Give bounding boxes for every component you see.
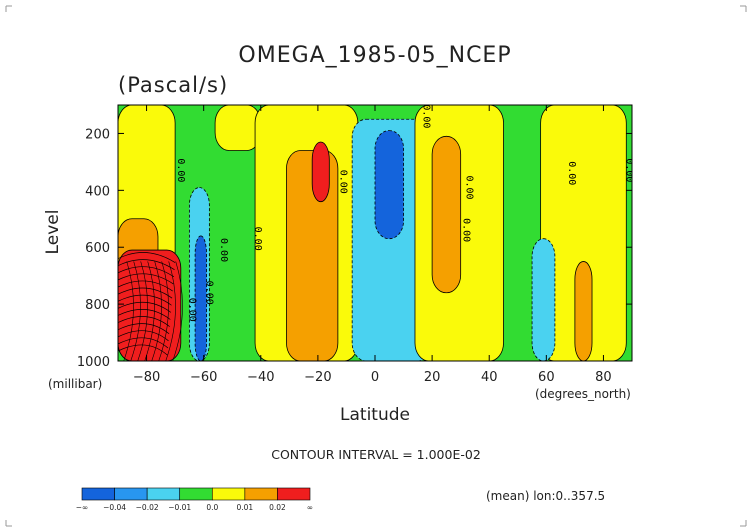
x-tick-label: −20 xyxy=(304,370,331,385)
contour-label: 0.00 xyxy=(175,158,186,182)
colorbar-label: −∞ xyxy=(76,503,89,512)
contour-region-orange xyxy=(574,261,593,361)
contour-line xyxy=(118,252,176,263)
colorbar-swatch xyxy=(81,487,115,501)
y-tick-label: 1000 xyxy=(77,355,110,370)
contour-label: 0.00 xyxy=(252,227,263,251)
contour-line xyxy=(118,266,175,278)
y-tick-label: 200 xyxy=(85,127,110,142)
x-tick-label: −60 xyxy=(190,370,217,385)
contour-line xyxy=(118,273,174,285)
contour-label: 0.00 xyxy=(623,158,634,182)
contour-label: 0.00 xyxy=(461,218,472,242)
chart-units: (Pascal/s) xyxy=(118,73,228,97)
y-axis-units: (millibar) xyxy=(48,377,102,391)
colorbar-swatch xyxy=(114,487,148,501)
contour-region-yellow xyxy=(214,105,262,151)
contour-line xyxy=(123,261,134,361)
colorbar-label: ∞ xyxy=(307,503,313,512)
colorbar-swatch xyxy=(211,487,246,501)
contour-line xyxy=(151,261,162,361)
contour-line xyxy=(130,261,141,361)
contour-region-cyan xyxy=(351,118,433,361)
chart-title: OMEGA_1985-05_NCEP xyxy=(238,43,511,68)
corner-marks xyxy=(5,5,747,527)
contour-region-blue xyxy=(194,235,207,361)
contour-line xyxy=(118,302,172,313)
contour-label: 0.00 xyxy=(338,170,349,194)
contour-label: 0.00 xyxy=(204,281,215,305)
colorbar: −∞ −0.04 −0.02 −0.01 0.0 0.01 0.02 ∞ xyxy=(76,487,313,512)
contour-line xyxy=(137,261,148,361)
x-tick-label: 80 xyxy=(595,370,612,385)
x-tick-label: −40 xyxy=(247,370,274,385)
footnote: (mean) lon:0..357.5 xyxy=(486,489,605,503)
colorbar-label: 0.02 xyxy=(269,503,286,512)
colorbar-swatch xyxy=(277,487,311,501)
y-tick-label: 400 xyxy=(85,184,110,199)
colorbar-swatch xyxy=(179,487,213,501)
contour-label: 0.00 xyxy=(463,175,474,199)
x-tick-label: 40 xyxy=(481,370,498,385)
contour-region-cyan xyxy=(531,238,556,361)
contour-region-orange xyxy=(431,135,462,294)
colorbar-label: 0.0 xyxy=(206,503,218,512)
contour-interval: CONTOUR INTERVAL = 1.000E-02 xyxy=(271,447,481,462)
contour-line xyxy=(118,294,172,306)
contour-line xyxy=(118,287,173,299)
y-tick-label: 800 xyxy=(85,298,110,313)
colorbar-swatch xyxy=(244,487,278,501)
contour-label: 0.00 xyxy=(566,161,577,185)
contour-region-blue xyxy=(374,130,404,240)
axis-ticks: −80 −60 −40 −20 0 20 40 60 80 200 400 600 800 1000 xyxy=(77,105,632,385)
contour-region-red xyxy=(118,249,182,361)
contour-line xyxy=(118,344,168,356)
contour-line xyxy=(118,337,169,349)
contour-label: 0.00 xyxy=(218,238,229,262)
colorbar-swatch xyxy=(146,487,181,501)
contour-fill-area xyxy=(118,105,632,361)
contour-region-orange xyxy=(286,150,339,361)
colorbar-label: −0.04 xyxy=(103,503,126,512)
contour-label: 0.00 xyxy=(421,104,432,128)
colorbar-label: −0.01 xyxy=(168,503,191,512)
contour-line xyxy=(118,316,170,327)
contour-line xyxy=(165,261,176,361)
contour-line xyxy=(118,309,171,320)
contour-line xyxy=(144,261,155,361)
contour-line xyxy=(118,259,175,271)
contour-line xyxy=(118,323,170,334)
x-tick-label: 60 xyxy=(538,370,555,385)
colorbar-label: −0.02 xyxy=(136,503,159,512)
contour-line xyxy=(118,330,169,342)
contour-line xyxy=(158,261,169,361)
x-axis-units: (degrees_north) xyxy=(535,387,631,401)
y-tick-label: 600 xyxy=(85,241,110,256)
contour-region-yellow xyxy=(540,105,627,361)
contour-lines: 0.00 0.00 0.00 0.00 0.00 0.00 0.00 0.00 0.00 0.00… xyxy=(118,104,634,361)
contour-label: 0.00 xyxy=(186,298,197,322)
contour-region-red xyxy=(311,141,330,203)
colorbar-label: 0.01 xyxy=(237,503,254,512)
x-tick-label: 20 xyxy=(424,370,441,385)
contour-line xyxy=(172,261,183,361)
contour-line xyxy=(118,280,173,292)
x-tick-label: −80 xyxy=(133,370,160,385)
y-axis-label: Level xyxy=(43,210,63,255)
x-axis-label: Latitude xyxy=(340,405,410,425)
x-tick-label: 0 xyxy=(371,370,379,385)
